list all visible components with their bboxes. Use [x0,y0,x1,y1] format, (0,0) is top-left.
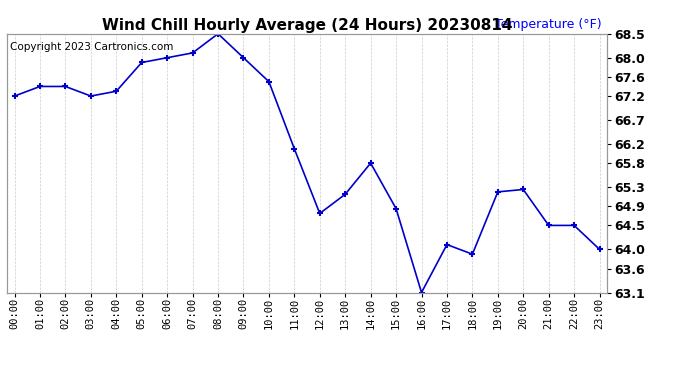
Text: Temperature (°F): Temperature (°F) [495,18,601,31]
Text: Copyright 2023 Cartronics.com: Copyright 2023 Cartronics.com [10,42,173,51]
Title: Wind Chill Hourly Average (24 Hours) 20230814: Wind Chill Hourly Average (24 Hours) 202… [102,18,512,33]
